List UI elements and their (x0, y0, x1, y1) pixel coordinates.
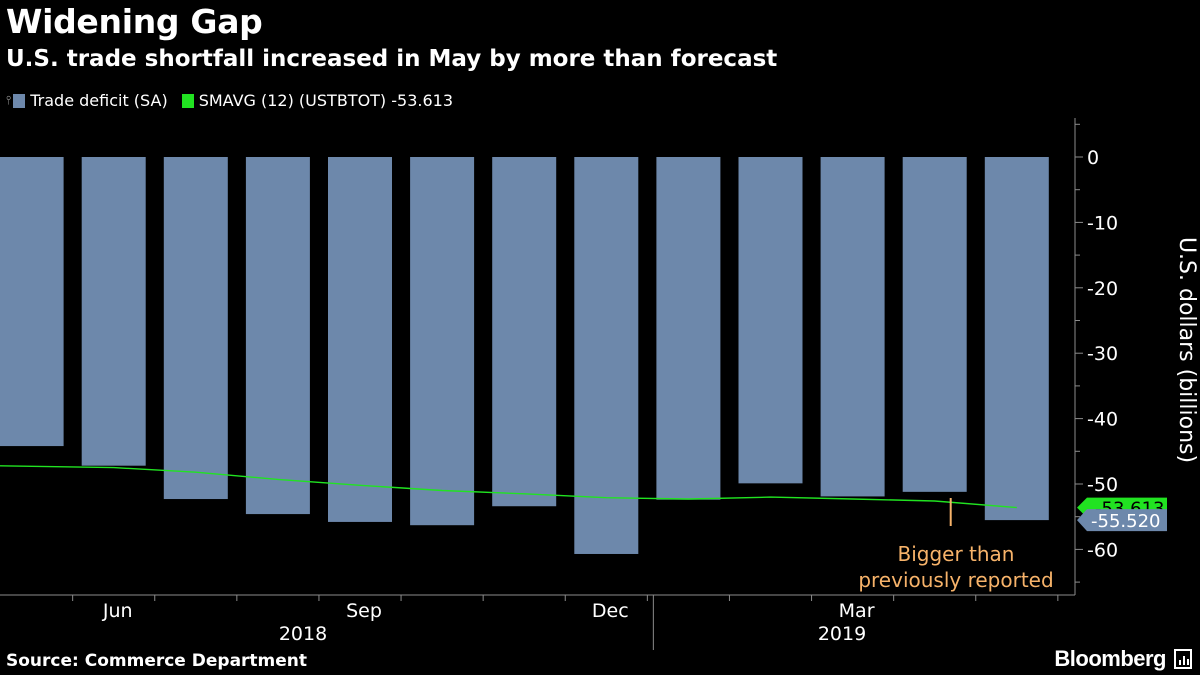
legend-item-line: SMAVG (12) (USTBTOT) -53.613 (181, 91, 454, 110)
bar (81, 157, 146, 466)
chart-title: Widening Gap (6, 2, 263, 41)
last-value-tag-bar (1077, 509, 1167, 532)
legend: ⫯ Trade deficit (SA) SMAVG (12) (USTBTOT… (6, 91, 467, 110)
last-value-bar-label: -55.520 (1091, 511, 1160, 532)
x-tick-label: Jun (102, 600, 133, 622)
bar (0, 157, 64, 447)
y-axis-title: U.S. dollars (billions) (1174, 237, 1199, 463)
legend-label-line: SMAVG (12) (USTBTOT) -53.613 (198, 91, 454, 110)
y-tick-label: -30 (1087, 343, 1118, 365)
bar (984, 157, 1049, 521)
bar (902, 157, 967, 492)
bar (328, 157, 392, 522)
y-tick-label: -20 (1087, 278, 1118, 300)
annotation-text-line1: Bigger than (897, 542, 1014, 566)
y-tick-label: -10 (1087, 212, 1118, 234)
x-tick-label: Mar (839, 600, 875, 622)
y-tick-label: -50 (1087, 474, 1118, 496)
bar (492, 157, 557, 507)
bloomberg-chart-icon (1174, 649, 1192, 669)
bar (738, 157, 803, 484)
series-line (0, 465, 1017, 509)
bar (656, 157, 721, 500)
bar (574, 157, 639, 554)
legend-item-bars: Trade deficit (SA) (13, 91, 168, 110)
legend-label-bars: Trade deficit (SA) (30, 91, 168, 110)
x-year-label: 2018 (279, 623, 327, 645)
legend-swatch-bar (13, 93, 26, 108)
chart-subtitle: U.S. trade shortfall increased in May by… (6, 46, 778, 72)
brand-name: Bloomberg (1054, 646, 1166, 671)
brand-logo: Bloomberg (1054, 646, 1192, 672)
y-tick-label: 0 (1087, 147, 1099, 169)
bar (410, 157, 475, 526)
bar (163, 157, 228, 500)
bar (820, 157, 885, 497)
annotation-text-line2: previously reported (858, 568, 1053, 592)
x-year-label: 2019 (818, 623, 866, 645)
y-tick-label: -60 (1087, 539, 1118, 561)
x-tick-label: Sep (346, 600, 382, 622)
y-tick-label: -40 (1087, 409, 1118, 431)
bar (245, 157, 310, 515)
source-note: Source: Commerce Department (6, 651, 308, 671)
x-tick-label: Dec (592, 600, 629, 622)
legend-swatch-line (181, 93, 194, 108)
pin-icon[interactable]: ⫯ (6, 93, 12, 107)
